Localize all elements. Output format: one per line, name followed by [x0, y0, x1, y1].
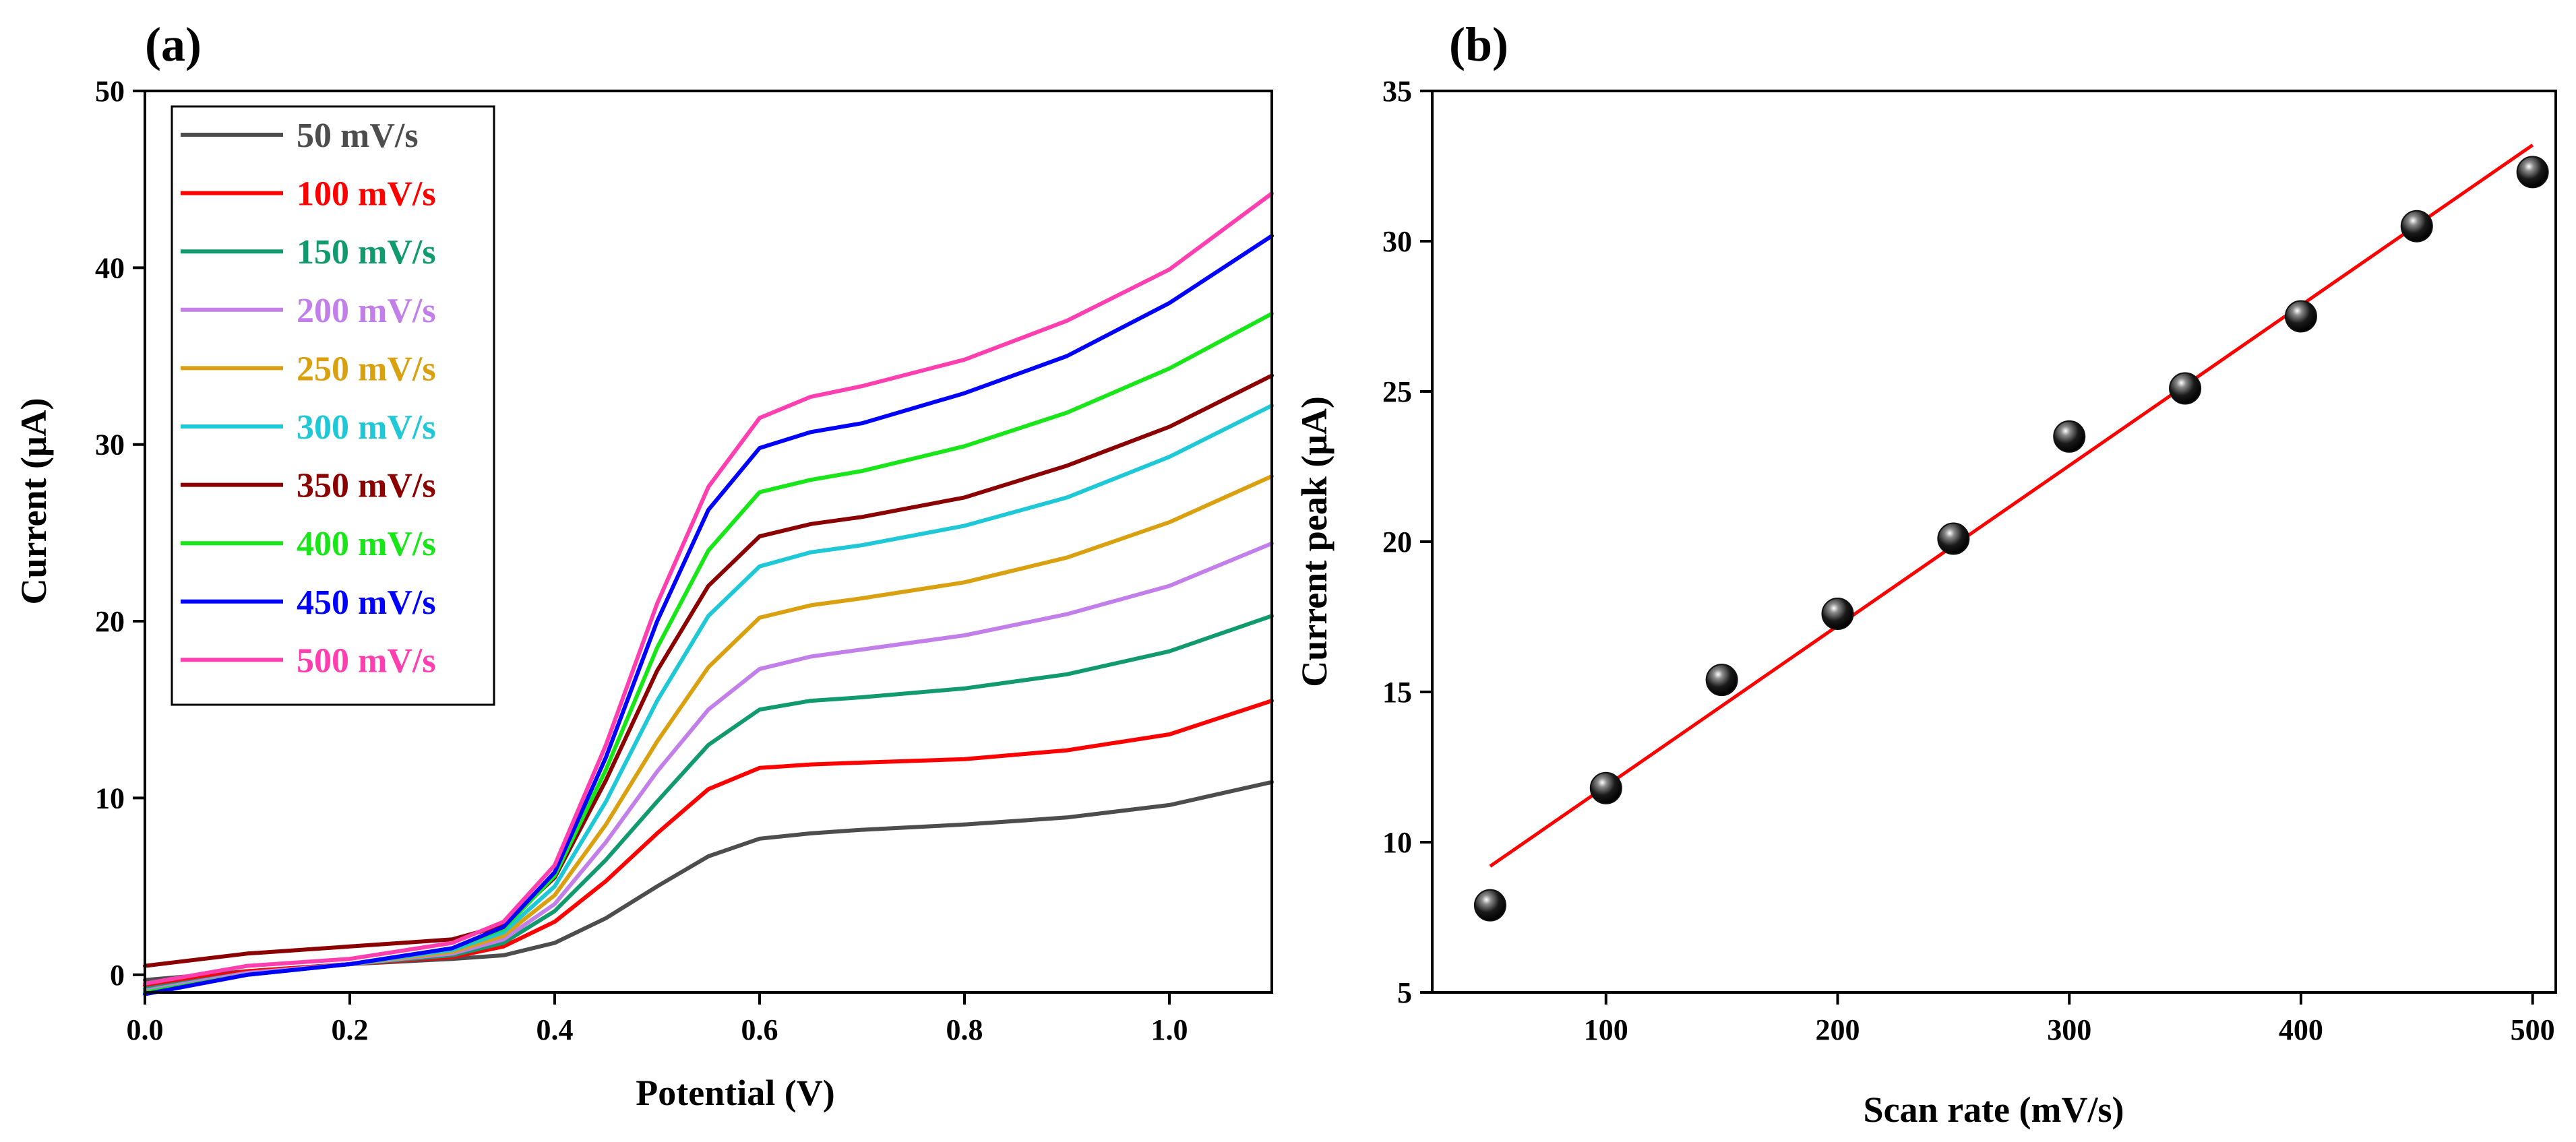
panel-b-x-tick-label-0: 100 — [1584, 1013, 1628, 1046]
panel-a-label: (a) — [145, 18, 202, 71]
legend-label-6: 350 mV/s — [297, 467, 436, 505]
data-point-9 — [2516, 156, 2549, 189]
panel-a-x-tick-label-0: 0.0 — [127, 1013, 164, 1046]
panel-a-plot — [143, 191, 1274, 996]
data-point-1 — [1589, 771, 1622, 804]
panel-b-y-tick-label-6: 35 — [1382, 75, 1412, 108]
panel-a-y-tick-label-2: 20 — [95, 605, 125, 638]
panel-a-y-tick-label-4: 40 — [95, 251, 125, 284]
panel-a-legend-box — [171, 105, 495, 706]
panel-a-frame — [144, 90, 1273, 994]
panel-a-y-tick-label-3: 30 — [95, 429, 125, 462]
panel-a-x-tick-label-5: 1.0 — [1151, 1013, 1188, 1046]
legend-label-3: 200 mV/s — [297, 292, 436, 330]
panel-b-x-ticks: 100 200 300 400 500 — [1584, 992, 2555, 1046]
panel-a-x-tick-label-1: 0.2 — [332, 1013, 369, 1046]
data-point-8 — [2400, 210, 2433, 243]
panel-b-label: (b) — [1449, 18, 1508, 71]
data-point-7 — [2284, 300, 2317, 333]
panel-a-y-axis-title: Current (μA) — [13, 398, 54, 604]
data-point-3 — [1821, 598, 1854, 631]
data-point-4 — [1937, 522, 1970, 555]
legend-label-4: 250 mV/s — [297, 350, 436, 388]
panel-a-y-ticks: 0 10 20 30 40 50 — [95, 75, 145, 992]
panel-a-x-tick-label-2: 0.4 — [536, 1013, 574, 1046]
panel-b-x-tick-label-1: 200 — [1815, 1013, 1860, 1046]
panel-a-x-tick-label-3: 0.6 — [741, 1013, 778, 1046]
data-point-6 — [2169, 372, 2202, 405]
legend-label-2: 150 mV/s — [297, 233, 436, 272]
legend-label-8: 450 mV/s — [297, 583, 436, 622]
panel-a: (a) 0.0 0.2 0.4 0.6 0.8 1.0 0 10 20 30 40 50 Poten… — [13, 18, 1274, 1113]
panel-b: (b) 100 200 300 400 500 5 10 15 20 25 30 35 Scan r… — [1294, 18, 2557, 1130]
panel-b-x-tick-label-4: 500 — [2511, 1013, 2555, 1046]
panel-b-plot — [1473, 144, 2549, 922]
legend-label-5: 300 mV/s — [297, 408, 436, 447]
panel-b-x-axis-title: Scan rate (mV/s) — [1864, 1089, 2124, 1130]
data-point-5 — [2053, 420, 2086, 453]
panel-b-y-tick-label-4: 25 — [1382, 375, 1412, 408]
series-line-8 — [143, 234, 1274, 996]
panel-b-y-tick-label-2: 15 — [1382, 676, 1412, 709]
legend-label-0: 50 mV/s — [297, 117, 419, 155]
panel-b-y-tick-label-5: 30 — [1382, 225, 1412, 258]
panel-a-x-axis-title: Potential (V) — [636, 1073, 834, 1113]
legend-label-9: 500 mV/s — [297, 641, 436, 680]
panel-a-y-tick-label-1: 10 — [95, 782, 125, 815]
panel-b-y-tick-label-3: 20 — [1382, 526, 1412, 559]
data-point-2 — [1705, 664, 1738, 697]
panel-b-y-axis-title: Current peak (μA) — [1294, 396, 1335, 687]
series-line-9 — [143, 191, 1274, 986]
panel-a-y-tick-label-0: 0 — [110, 959, 125, 992]
series-line-6 — [143, 373, 1274, 968]
legend-label-7: 400 mV/s — [297, 525, 436, 563]
fit-line — [1489, 144, 2534, 868]
panel-b-x-tick-label-2: 300 — [2047, 1013, 2091, 1046]
panel-a-x-ticks: 0.0 0.2 0.4 0.6 0.8 1.0 — [127, 992, 1188, 1046]
panel-a-legend: 50 mV/s 100 mV/s 150 mV/s 200 mV/s 250 mV/s 3… — [171, 105, 495, 706]
panel-b-y-tick-label-0: 5 — [1397, 976, 1412, 1009]
data-point-0 — [1473, 889, 1506, 922]
panel-a-x-tick-label-4: 0.8 — [946, 1013, 983, 1046]
panel-b-x-tick-label-3: 400 — [2279, 1013, 2323, 1046]
panel-b-frame — [1431, 90, 2557, 994]
legend-label-1: 100 mV/s — [297, 175, 436, 214]
panel-b-y-tick-label-1: 10 — [1382, 826, 1412, 859]
panel-b-y-ticks: 5 10 15 20 25 30 35 — [1382, 75, 1432, 1009]
panel-a-y-tick-label-5: 50 — [95, 75, 125, 108]
